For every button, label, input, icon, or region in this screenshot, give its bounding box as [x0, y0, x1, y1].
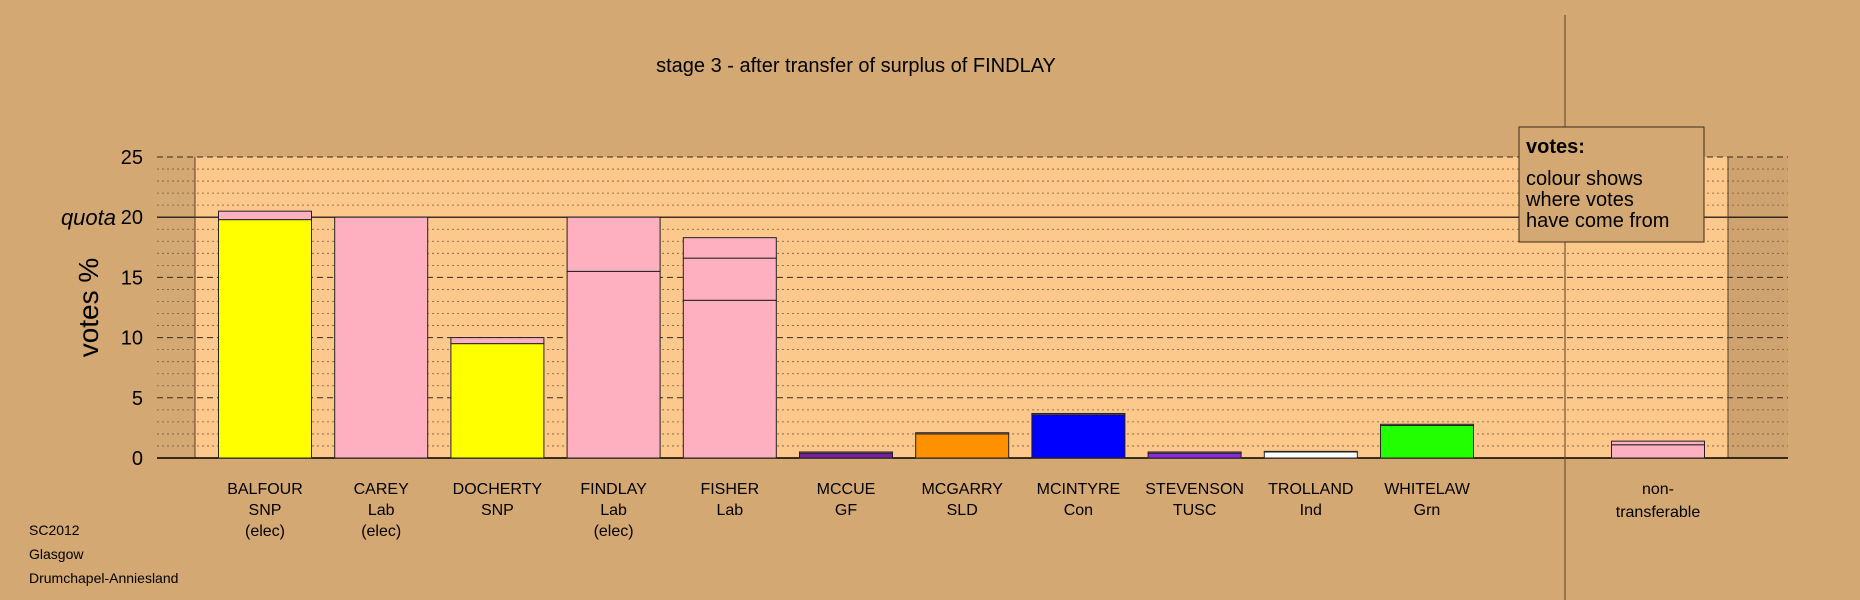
- bar-findlay-segment-1: [566, 216, 661, 272]
- nontransferable-label: transferable: [1616, 504, 1701, 521]
- candidate-name: MCGARRY: [921, 481, 1003, 498]
- candidate-name: FISHER: [700, 481, 759, 498]
- bar-nontransferable-segment-1: [1611, 440, 1705, 446]
- y-tick-label: 25: [121, 147, 143, 169]
- candidate-name: STEVENSON: [1145, 481, 1244, 498]
- candidate-party: SNP: [481, 502, 514, 519]
- y-tick-label: 15: [121, 267, 143, 289]
- candidate-party: GF: [835, 502, 857, 519]
- bar-mcgarry-segment-1: [915, 432, 1010, 435]
- legend-box: [1518, 126, 1705, 243]
- candidate-party: SNP: [249, 502, 282, 519]
- candidate-name: TROLLAND: [1268, 481, 1353, 498]
- candidate-party: TUSC: [1173, 502, 1217, 519]
- footer-election: SC2012: [29, 522, 80, 538]
- bar-findlay-segment-0: [566, 270, 661, 459]
- y-axis-label: votes %: [73, 258, 104, 358]
- bar-mccue-segment-0: [799, 452, 893, 459]
- bar-docherty-segment-1: [450, 337, 545, 345]
- bar-whitelaw-segment-0: [1380, 424, 1474, 459]
- candidate-name: CAREY: [354, 481, 409, 498]
- candidate-name: MCINTYRE: [1037, 481, 1121, 498]
- bar-whitelaw-segment-1: [1380, 423, 1474, 426]
- candidate-name: DOCHERTY: [453, 481, 543, 498]
- footer-council: Glasgow: [29, 546, 84, 562]
- bar-stevenson-segment-1: [1147, 451, 1242, 454]
- candidate-name: WHITELAW: [1384, 481, 1471, 498]
- candidate-elected-note: (elec): [245, 523, 285, 540]
- candidate-party: SLD: [947, 502, 978, 519]
- bar-docherty-segment-0: [450, 343, 545, 459]
- y-tick-label: 20: [121, 207, 143, 229]
- candidate-elected-note: (elec): [594, 523, 634, 540]
- bar-balfour-segment-0: [218, 219, 312, 459]
- bar-fisher-segment-2: [682, 237, 777, 259]
- bar-trolland-segment-0: [1263, 451, 1358, 459]
- candidate-name: FINDLAY: [580, 481, 647, 498]
- bar-mccue-segment-1: [799, 451, 893, 454]
- candidate-elected-note: (elec): [361, 523, 401, 540]
- footer: SC2012 Glasgow Drumchapel-Anniesland: [29, 518, 178, 590]
- nontransferable-label: non-: [1642, 481, 1674, 498]
- legend-line: where votes: [1525, 189, 1634, 211]
- candidate-party: Ind: [1300, 502, 1322, 519]
- candidate-name: BALFOUR: [227, 481, 303, 498]
- quota-label: quota: [61, 205, 116, 230]
- candidate-party: Lab: [368, 502, 395, 519]
- y-tick-label: 10: [121, 328, 143, 350]
- legend-line: colour shows: [1526, 168, 1643, 190]
- candidate-name: MCCUE: [817, 481, 876, 498]
- candidate-party: Grn: [1414, 502, 1441, 519]
- legend-line: have come from: [1526, 210, 1669, 232]
- legend-title: votes:: [1526, 136, 1585, 158]
- candidate-party: Con: [1064, 502, 1093, 519]
- plot-right-strip: [1728, 157, 1788, 458]
- chart-title: stage 3 - after transfer of surplus of F…: [656, 55, 1056, 77]
- bar-carey-segment-0: [334, 216, 429, 459]
- footer-ward: Drumchapel-Anniesland: [29, 570, 179, 586]
- bar-fisher-segment-0: [682, 299, 777, 459]
- bar-nontransferable-segment-0: [1611, 444, 1705, 459]
- bar-balfour-segment-1: [218, 210, 312, 221]
- bar-mcintyre-segment-0: [1031, 414, 1126, 459]
- y-tick-label: 5: [132, 388, 143, 410]
- bar-stevenson-segment-0: [1147, 452, 1242, 459]
- bar-trolland-segment-1: [1263, 450, 1358, 453]
- y-tick-label: 0: [132, 448, 143, 470]
- bar-fisher-segment-1: [682, 257, 777, 301]
- candidate-party: Lab: [716, 502, 743, 519]
- bar-mcintyre-segment-1: [1031, 412, 1126, 416]
- candidate-party: Lab: [600, 502, 627, 519]
- bar-mcgarry-segment-0: [915, 433, 1010, 459]
